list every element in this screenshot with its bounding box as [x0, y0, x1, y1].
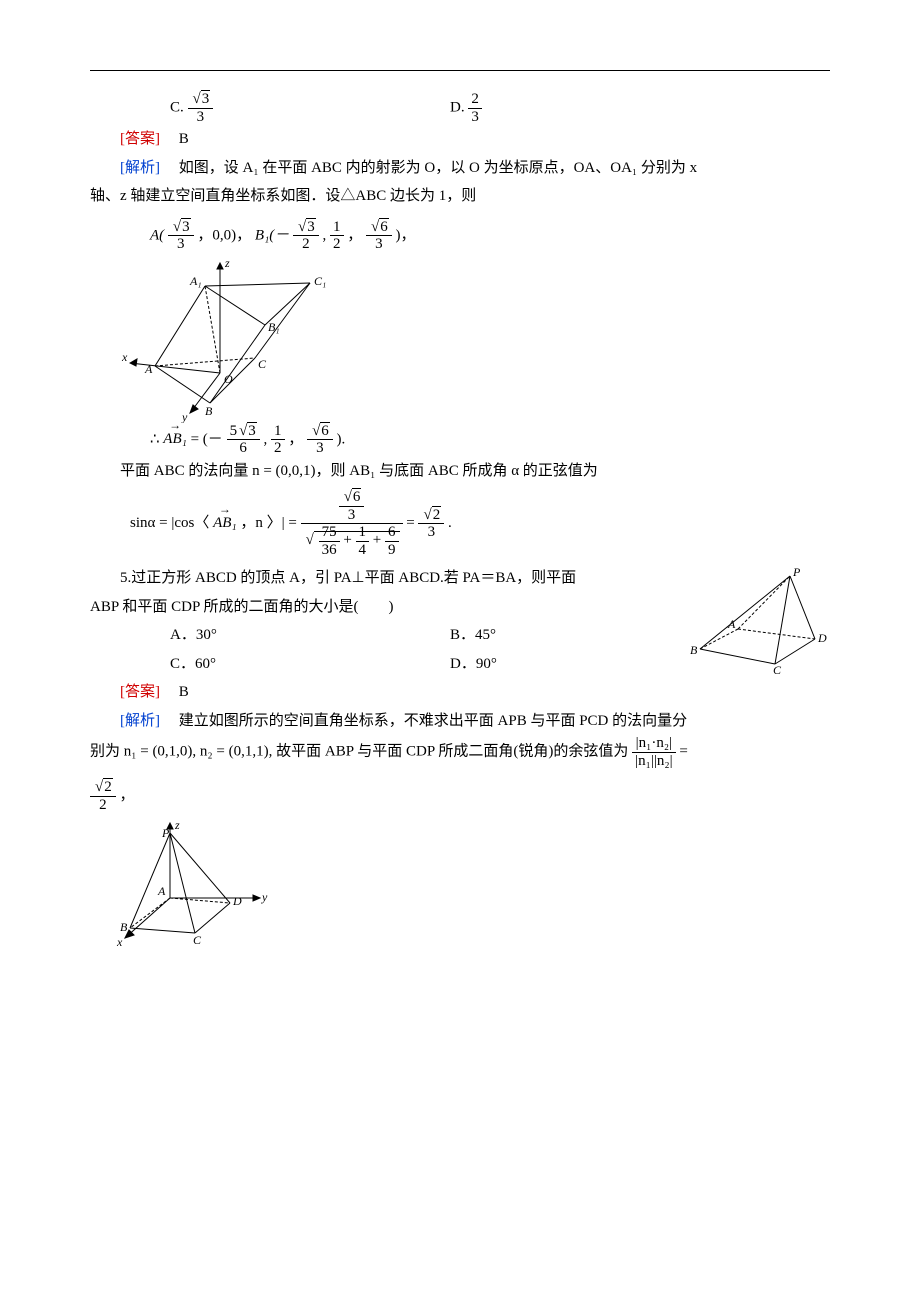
- q5-result: 2 2 ，: [90, 779, 830, 813]
- q4-coords: A( 3 3 ，0,0)， B₁(－ 3 2 , 1 2 ， 6 3 )，: [90, 219, 830, 253]
- pyramid-small-svg: P A B C D: [680, 564, 830, 674]
- q4-ab1-vec: ∴ AB₁ = (－ 53 6 , 1 2 ， 6 3 ).: [90, 423, 830, 457]
- q5-stem-1: 5.过正方形 ABCD 的顶点 A，引 PA⊥平面 ABCD.若 PA＝BA，则…: [90, 564, 670, 593]
- pyramid-coord-svg: z y x P A B C D: [90, 813, 290, 953]
- svg-text:B₁: B₁: [268, 320, 280, 334]
- q5-answer: [答案] B: [90, 678, 830, 707]
- q5-answer-value: B: [179, 684, 189, 700]
- q4-analysis-2: 轴、z 轴建立空间直角坐标系如图．设△ABC 边长为 1，则: [90, 182, 830, 211]
- q5-opt-d: D．90°: [450, 650, 670, 679]
- svg-text:C: C: [773, 663, 782, 674]
- q5-opt-b: B．45°: [450, 621, 670, 650]
- svg-text:C: C: [258, 357, 267, 371]
- answer-value: B: [164, 131, 189, 147]
- option-d-label: D.: [450, 99, 465, 115]
- svg-text:A₁: A₁: [189, 274, 202, 288]
- q5-stem-2: ABP 和平面 CDP 所成的二面角的大小是( ): [90, 593, 670, 622]
- q4-option-d: D. 2 3: [450, 91, 830, 125]
- q4-answer: [答案] B: [90, 125, 830, 154]
- svg-text:A: A: [157, 884, 166, 898]
- svg-text:P: P: [792, 565, 801, 579]
- q5-opt-a: A．30°: [170, 621, 450, 650]
- q4-analysis-1: [解析] 如图，设 A₁ 在平面 ABC 内的射影为 O，以 O 为坐标原点，O…: [90, 154, 830, 183]
- q4-options-cd: C. 3 3 D. 2 3: [90, 91, 830, 125]
- svg-text:D: D: [232, 894, 242, 908]
- q5-analysis-2: 别为 n₁ = (0,1,0), n₂ = (0,1,1), 故平面 ABP 与…: [90, 735, 830, 769]
- svg-text:O: O: [224, 372, 233, 386]
- q4-line-n: 平面 ABC 的法向量 n = (0,0,1)，则 AB₁ 与底面 ABC 所成…: [90, 457, 830, 486]
- svg-text:C₁: C₁: [314, 274, 326, 288]
- svg-text:y: y: [261, 890, 268, 904]
- option-c-frac: 3 3: [188, 91, 214, 125]
- answer-label: [答案]: [120, 131, 160, 147]
- q5-analysis-label: [解析]: [120, 713, 160, 729]
- top-rule: [90, 70, 830, 71]
- q5-options-cd: C．60° D．90°: [90, 650, 670, 679]
- svg-text:A: A: [727, 617, 736, 631]
- svg-text:C: C: [193, 933, 202, 947]
- option-c-label: C.: [170, 99, 184, 115]
- svg-text:z: z: [174, 818, 180, 832]
- q4-sin-alpha: sinα = |cos〈 AB₁ ，n 〉| = 6 3 7536 + 14 +…: [90, 489, 830, 558]
- worksheet-page: C. 3 3 D. 2 3 [答案] B [解析] 如图，设 A₁ 在平面 AB…: [0, 0, 920, 1013]
- option-d-frac: 2 3: [468, 91, 482, 125]
- q4-analysis-text1: 如图，设 A₁ 在平面 ABC 内的射影为 O，以 O 为坐标原点，OA、OA₁…: [164, 160, 697, 176]
- analysis-label: [解析]: [120, 160, 160, 176]
- q4-option-c: C. 3 3: [170, 91, 450, 125]
- q5-analysis-1: [解析] 建立如图所示的空间直角坐标系，不难求出平面 APB 与平面 PCD 的…: [90, 707, 830, 736]
- svg-text:B: B: [120, 920, 128, 934]
- svg-text:A: A: [144, 362, 153, 376]
- prism-svg: z x y A A₁ B B₁ C C₁ O: [90, 253, 350, 423]
- svg-text:x: x: [116, 935, 123, 949]
- q5-text: 5.过正方形 ABCD 的顶点 A，引 PA⊥平面 ABCD.若 PA＝BA，则…: [90, 564, 670, 678]
- q5-block: 5.过正方形 ABCD 的顶点 A，引 PA⊥平面 ABCD.若 PA＝BA，则…: [90, 564, 830, 678]
- svg-text:x: x: [121, 350, 128, 364]
- q5-answer-label: [答案]: [120, 684, 160, 700]
- q5-opt-c: C．60°: [170, 650, 450, 679]
- svg-text:P: P: [161, 826, 170, 840]
- q5-options-ab: A．30° B．45°: [90, 621, 670, 650]
- svg-text:B: B: [205, 404, 213, 418]
- q5-bottom-figure: z y x P A B C D: [90, 813, 830, 953]
- svg-text:z: z: [224, 256, 230, 270]
- q5-small-figure: P A B C D: [680, 564, 830, 678]
- q4-figure: z x y A A₁ B B₁ C C₁ O: [90, 253, 830, 423]
- svg-text:B: B: [690, 643, 698, 657]
- svg-text:D: D: [817, 631, 827, 645]
